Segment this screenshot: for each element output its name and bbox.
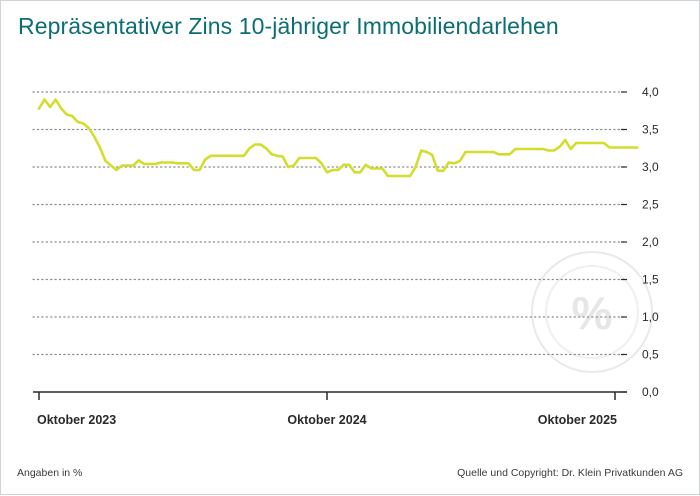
y-tick-label: 2,5 — [642, 198, 659, 212]
watermark-outer-ring — [531, 251, 653, 373]
chart-title: Repräsentativer Zins 10-jähriger Immobil… — [18, 13, 559, 39]
grid-lines — [32, 91, 626, 356]
y-tick-label: 0,0 — [642, 385, 659, 399]
watermark-inner-ring — [545, 265, 639, 359]
x-axis: Oktober 2023 Oktober 2024 Oktober 2025 — [33, 391, 627, 427]
y-tick-label: 0,5 — [642, 348, 659, 362]
y-axis: 0,0 0,5 1,0 1,5 2,0 2,5 3,0 3,5 4,0 — [621, 85, 659, 399]
x-tick-label: Oktober 2023 — [37, 413, 116, 427]
series-layer — [37, 98, 639, 178]
y-tick-label: 4,0 — [642, 85, 659, 99]
y-tick-label: 3,5 — [642, 123, 659, 137]
series-line — [37, 98, 639, 178]
y-tick-label: 1,5 — [642, 273, 659, 287]
y-tick-label: 3,0 — [642, 160, 659, 174]
unit-note: Angaben in % — [17, 467, 83, 479]
percent-icon: % — [572, 287, 613, 339]
x-tick-label: Oktober 2025 — [538, 413, 617, 427]
x-tick-label: Oktober 2024 — [287, 413, 366, 427]
y-tick-label: 1,0 — [642, 310, 659, 324]
source-note: Quelle und Copyright: Dr. Klein Privatku… — [457, 467, 683, 479]
percent-watermark: % — [531, 251, 653, 373]
y-tick-label: 2,0 — [642, 235, 659, 249]
